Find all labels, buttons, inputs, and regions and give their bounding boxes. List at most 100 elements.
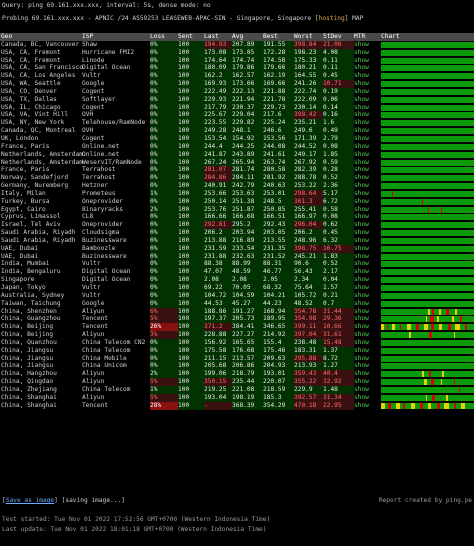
cell-best: 250.85 xyxy=(263,205,294,214)
cell-mtr-link[interactable]: show xyxy=(354,221,369,229)
cell-mtr-link[interactable]: show xyxy=(354,401,369,409)
loss-mark xyxy=(438,324,443,331)
loss-mark xyxy=(453,402,457,409)
footer-actions: [Save as image] [saving image...] Report… xyxy=(2,497,472,504)
cell-isp: OVH xyxy=(82,111,94,119)
cell-mtr-link[interactable]: show xyxy=(354,197,369,205)
cell-mtr-link[interactable]: show xyxy=(354,103,369,111)
cell-worst: 249.6 xyxy=(294,127,323,135)
cell-last: - xyxy=(204,401,232,410)
cell-mtr-link[interactable]: show xyxy=(354,142,369,150)
cell-mtr-link[interactable]: show xyxy=(354,331,369,339)
cell-avg: 218.79 xyxy=(232,370,263,379)
cell-best: 229.73 xyxy=(263,103,294,112)
cell-mtr-link[interactable]: show xyxy=(354,378,369,386)
cell-mtr-link[interactable]: show xyxy=(354,236,369,244)
cell-mtr-link[interactable]: show xyxy=(354,182,369,190)
cell-avg: 165.65 xyxy=(232,338,263,347)
cell-avg: 166.68 xyxy=(232,213,263,222)
table-row: Turkey, Bursa Oneprovider 0% 100 250.14 251.3… xyxy=(0,197,474,206)
cell-last: 162.2 xyxy=(204,72,232,81)
cell-mtr-link[interactable]: show xyxy=(354,354,369,362)
cell-mtr-link[interactable]: show xyxy=(354,260,369,268)
cell-mtr-link[interactable]: show xyxy=(354,229,369,237)
cell-mtr-link[interactable]: show xyxy=(354,307,369,315)
latency-chart-bar xyxy=(381,73,474,80)
cell-mtr-link[interactable]: show xyxy=(354,150,369,158)
cell-mtr-link[interactable]: show xyxy=(354,87,369,95)
cell-mtr-link[interactable]: show xyxy=(354,158,369,166)
latency-chart-bar xyxy=(381,112,474,119)
cell-mtr-link[interactable]: show xyxy=(354,244,369,252)
cell-mtr-link[interactable]: show xyxy=(354,56,369,64)
cell-mtr-link[interactable]: show xyxy=(354,189,369,197)
cell-mtr-link[interactable]: show xyxy=(354,299,369,307)
cell-avg: 176.68 xyxy=(232,346,263,355)
cell-mtr-link[interactable]: show xyxy=(354,362,369,370)
cell-best: 168.94 xyxy=(263,307,294,316)
cell-mtr-link[interactable]: show xyxy=(354,393,369,401)
query-line: Query: ping 69.161.xxx.xxx, interval: 5s… xyxy=(2,2,211,9)
cell-worst: 298.64 xyxy=(294,189,323,198)
cell-mtr-link[interactable]: show xyxy=(354,48,369,56)
cell-mtr-link[interactable]: show xyxy=(354,64,369,72)
cell-worst: 183.31 xyxy=(294,346,323,355)
cell-stdev: 2.79 xyxy=(323,134,354,143)
loss-mark xyxy=(436,316,439,323)
cell-mtr-link[interactable]: show xyxy=(354,276,369,284)
cell-avg: 48.59 xyxy=(232,268,263,277)
cell-mtr-link[interactable]: show xyxy=(354,370,369,378)
cell-mtr-link[interactable]: show xyxy=(354,111,369,119)
cell-mtr-link[interactable]: show xyxy=(354,80,369,88)
cell-best: 169.66 xyxy=(263,80,294,88)
cell-mtr-link[interactable]: show xyxy=(354,338,369,346)
cell-stdev: 0.11 xyxy=(323,56,354,65)
cell-mtr-link[interactable]: show xyxy=(354,205,369,213)
cell-sent: 100 xyxy=(178,87,204,96)
cell-mtr-link[interactable]: show xyxy=(354,127,369,135)
cell-mtr-link[interactable]: show xyxy=(354,252,369,260)
cell-mtr-link[interactable]: show xyxy=(354,291,369,299)
cell-geo: Singapore xyxy=(1,276,35,284)
cell-loss: 0% xyxy=(150,354,178,363)
cell-mtr-link[interactable]: show xyxy=(354,72,369,80)
cell-mtr-link[interactable]: show xyxy=(354,346,369,354)
cell-mtr-link[interactable]: show xyxy=(354,119,369,127)
cell-geo: China, Quanzhou xyxy=(1,338,57,346)
cell-mtr-link[interactable]: show xyxy=(354,284,369,291)
table-row: USA, TX, Dallas Softlayer 0% 100 229.93 221.9… xyxy=(0,95,474,104)
save-image-link[interactable]: Save as image xyxy=(5,497,55,504)
cell-sent: 100 xyxy=(178,189,204,198)
cell-sent: 100 xyxy=(178,323,204,332)
cell-sent: 100 xyxy=(178,205,204,214)
cell-isp: Binaryracks xyxy=(82,205,123,213)
cell-worst: 105.72 xyxy=(294,291,323,300)
loss-mark xyxy=(460,402,465,409)
cell-mtr-link[interactable]: show xyxy=(354,213,369,221)
cell-best: 221.88 xyxy=(263,87,294,96)
table-row: Israel, Tel Aviv Oneprovider 0% 100 292.81 29… xyxy=(0,221,474,230)
cell-best: 189.95 xyxy=(263,315,294,324)
cell-last: 205.68 xyxy=(204,362,232,371)
col-stdev: StDev xyxy=(323,33,354,41)
table-row: Norway, Sandefjord Terrahost 0% 100 284.86 28… xyxy=(0,174,474,183)
cell-mtr-link[interactable]: show xyxy=(354,95,369,103)
cell-mtr-link[interactable]: show xyxy=(354,174,369,182)
cell-mtr-link[interactable]: show xyxy=(354,315,369,323)
cell-mtr-link[interactable]: show xyxy=(354,323,369,331)
cell-mtr-link[interactable]: show xyxy=(354,134,369,142)
loss-mark xyxy=(453,332,456,339)
table-row: USA, CA, San Francisco Digital Ocean 0% 100… xyxy=(0,64,474,73)
cell-mtr-link[interactable]: show xyxy=(354,166,369,174)
latency-chart-bar xyxy=(381,159,474,166)
cell-geo: Israel, Tel Aviv xyxy=(1,221,61,229)
cell-worst: 164.55 xyxy=(294,72,323,81)
loss-mark xyxy=(429,371,432,378)
cell-last: 225.67 xyxy=(204,111,232,120)
cell-mtr-link[interactable]: show xyxy=(354,268,369,276)
loss-mark xyxy=(381,324,384,331)
cell-mtr-link[interactable]: show xyxy=(354,40,369,48)
cell-worst: 198.23 xyxy=(294,48,323,57)
cell-sent: 100 xyxy=(178,393,204,402)
cell-mtr-link[interactable]: show xyxy=(354,385,369,393)
